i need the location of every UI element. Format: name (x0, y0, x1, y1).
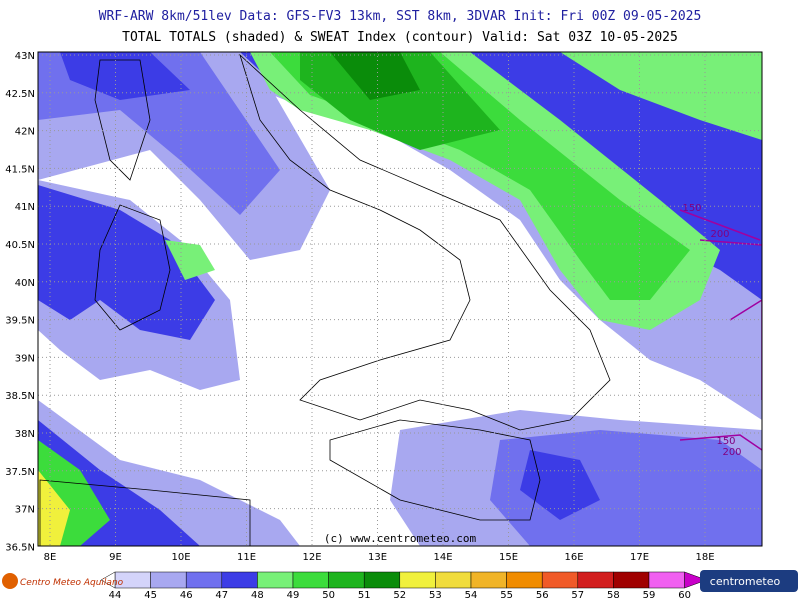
colorbar-swatch (506, 571, 543, 589)
colorbar-swatch (541, 571, 579, 589)
coastline (239, 53, 611, 431)
colorbar-label: 51 (358, 590, 371, 600)
lon-label: 12E (302, 552, 321, 563)
colorbar-label: 54 (465, 590, 478, 600)
lon-label: 15E (499, 552, 518, 563)
shade (520, 450, 600, 520)
lon-label: 18E (695, 552, 714, 563)
colorbar-label: 58 (607, 590, 620, 600)
lat-label: 42.5N (5, 89, 35, 100)
colorbar-label: 44 (109, 590, 122, 600)
graticule (38, 52, 762, 546)
lon-label: 8E (44, 552, 57, 563)
logo-right: centrometeo (710, 575, 781, 588)
lon-label: 14E (433, 552, 452, 563)
lat-label: 40.5N (5, 240, 35, 251)
lon-label: 11E (237, 552, 256, 563)
colorbar-label: 52 (393, 590, 406, 600)
colorbar-swatch (399, 571, 436, 589)
shade (560, 52, 762, 140)
colorbar-swatch (328, 571, 365, 589)
colorbar-label: 48 (251, 590, 264, 600)
colorbar-swatch (577, 571, 614, 589)
colorbar-label: 57 (571, 590, 584, 600)
sweat-contour (679, 209, 762, 451)
contour-label: 150 (716, 436, 735, 447)
lon-label: 17E (630, 552, 649, 563)
lat-label: 37N (15, 505, 35, 516)
map (38, 52, 762, 546)
shade (60, 52, 190, 100)
coastline (94, 59, 151, 181)
colorbar: 44 45 46 47 48 49 50 51 52 53 54 55 56 57 58 59 60 (100, 571, 708, 601)
colorbar-swatch (435, 571, 472, 589)
colorbar-swatch (257, 571, 294, 589)
colorbar-swatch (613, 571, 650, 589)
header-line2: TOTAL TOTALS (shaded) & SWEAT Index (con… (122, 30, 678, 45)
lon-label: 16E (564, 552, 583, 563)
logo-left-icon (2, 573, 18, 589)
colorbar-label: 53 (429, 590, 442, 600)
contour-label: 150 (682, 203, 701, 214)
contour-label: 200 (722, 447, 741, 458)
colorbar-label: 47 (215, 590, 228, 600)
shade (330, 52, 420, 100)
colorbar-label: 50 (322, 590, 335, 600)
colorbar-swatch (150, 571, 187, 589)
colorbar-label: 55 (500, 590, 513, 600)
lat-label: 41N (15, 202, 35, 213)
lon-label: 10E (171, 552, 190, 563)
lat-label: 38N (15, 429, 35, 440)
logo-right-bg (700, 570, 798, 592)
shade (300, 52, 500, 150)
colorbar-label: 46 (180, 590, 193, 600)
colorbar-swatch (363, 571, 401, 589)
coastline (39, 479, 251, 546)
colorbar-arrow-left (100, 571, 116, 589)
lon-label: 13E (368, 552, 387, 563)
lat-label: 37.5N (5, 467, 35, 478)
lat-label: 38.5N (5, 391, 35, 402)
lat-label: 36.5N (5, 542, 35, 553)
shade (38, 470, 70, 546)
colorbar-swatch (292, 571, 329, 589)
lat-label: 39N (15, 353, 35, 364)
lon-label: 9E (109, 552, 122, 563)
colorbar-arrow (684, 571, 708, 589)
header-line1: WRF-ARW 8km/51lev Data: GFS-FV3 13km, SS… (99, 9, 702, 24)
map-frame (37, 51, 763, 547)
colorbar-label: 59 (643, 590, 656, 600)
map-labels: 43N 42.5N 42N 41.5N 41N 40.5N 40N 39.5N 39N 38.5N… (5, 51, 741, 563)
colorbar-swatch (470, 571, 507, 589)
colorbar-label: 60 (678, 590, 691, 600)
colorbar-swatch (648, 571, 685, 589)
colorbar-swatch (221, 571, 258, 589)
colorbar-swatch (185, 571, 223, 589)
lat-label: 39.5N (5, 316, 35, 327)
shade (38, 185, 215, 340)
colorbar-label: 49 (287, 590, 300, 600)
coastline (94, 204, 171, 331)
contour-label: 200 (710, 229, 729, 240)
shade (165, 240, 215, 280)
coastline (329, 419, 541, 521)
colorbar-label: 45 (144, 590, 157, 600)
colorbar-label: 56 (536, 590, 549, 600)
lat-label: 42N (15, 127, 35, 138)
credit: (c) www.centrometeo.com (324, 532, 477, 545)
logo-left: Centro Meteo Aquilano (20, 578, 124, 588)
lat-label: 43N (15, 51, 35, 62)
lat-label: 40N (15, 278, 35, 289)
lat-label: 41.5N (5, 164, 35, 175)
